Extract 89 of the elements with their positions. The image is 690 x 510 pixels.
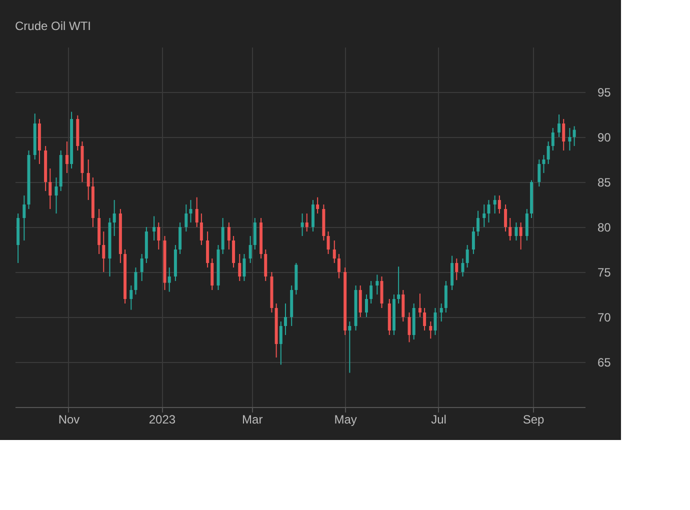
y-tick-label: 75 — [598, 266, 612, 280]
candlestick — [300, 213, 304, 236]
candlestick — [408, 312, 411, 343]
candlestick — [558, 114, 561, 138]
candlestick — [102, 231, 106, 272]
candlestick — [284, 303, 287, 336]
candlestick — [542, 154, 546, 174]
candlestick — [332, 240, 336, 264]
candlestick — [200, 213, 203, 246]
candlestick — [493, 195, 496, 214]
candlestick — [134, 267, 138, 295]
candlestick — [242, 254, 246, 282]
candlestick — [157, 222, 160, 250]
y-tick-label: 65 — [598, 356, 612, 370]
candlestick — [358, 285, 362, 318]
candlestick — [519, 222, 522, 250]
candlestick — [221, 218, 224, 254]
candlestick — [210, 258, 214, 290]
candlestick — [455, 258, 458, 281]
candlestick — [326, 231, 330, 254]
candlestick — [248, 236, 252, 264]
candlestick — [568, 128, 572, 151]
y-tick-label: 95 — [598, 86, 612, 100]
candlestick — [440, 303, 443, 322]
candlestick — [54, 177, 58, 214]
candlestick — [504, 204, 508, 232]
candlestick — [472, 226, 475, 254]
y-tick-label: 80 — [598, 220, 612, 234]
candlestick — [130, 285, 133, 310]
candlestick — [232, 236, 236, 268]
x-tick-label: Sep — [522, 412, 545, 426]
candlestick — [22, 195, 26, 241]
candlestick — [238, 254, 242, 282]
candlestick — [498, 195, 501, 214]
candlestick — [178, 222, 182, 254]
candlestick — [337, 254, 340, 279]
candlestick — [562, 118, 566, 151]
candlestick — [551, 128, 554, 151]
candlestick — [65, 141, 68, 174]
candlestick — [168, 267, 171, 292]
candlestick — [112, 200, 116, 236]
x-tick-label: Mar — [242, 412, 263, 426]
x-tick-label: Nov — [58, 412, 80, 426]
candlestick — [152, 216, 156, 241]
candlestick — [253, 218, 256, 250]
candlestick — [397, 266, 400, 304]
candlestick — [376, 274, 379, 295]
candlestick — [444, 280, 448, 313]
candlestick — [476, 210, 480, 236]
candlestick — [86, 159, 90, 200]
x-tick-label: Jul — [431, 412, 446, 426]
candlestick — [264, 249, 268, 282]
chart-title: Crude Oil WTI — [15, 19, 92, 33]
candlestick — [429, 321, 432, 340]
candlestick — [418, 293, 422, 318]
candlestick — [227, 222, 230, 250]
candlestick — [348, 321, 352, 374]
candlestick — [195, 196, 198, 228]
candlestick — [184, 204, 188, 232]
candlestick — [466, 244, 469, 268]
candlestick — [450, 255, 454, 290]
candlestick — [380, 276, 384, 308]
candlestick — [364, 294, 368, 318]
y-tick-label: 70 — [598, 310, 612, 324]
candlestick — [508, 218, 512, 241]
y-tick-label: 90 — [598, 130, 612, 144]
candlestick — [279, 321, 282, 366]
x-tick-label: May — [334, 412, 357, 426]
candlestick — [140, 254, 144, 282]
candlestick — [482, 204, 486, 228]
candlestick — [316, 196, 320, 214]
candlestick — [461, 258, 464, 277]
candlestick — [370, 280, 373, 304]
candlestick — [546, 141, 550, 164]
candlestick — [487, 200, 490, 223]
candlestick — [572, 126, 576, 146]
candlestick — [48, 168, 52, 210]
candlestick — [311, 200, 314, 232]
candlestick — [525, 208, 528, 241]
x-tick-label: 2023 — [148, 412, 176, 426]
candlestick — [189, 200, 192, 223]
y-tick-label: 85 — [598, 176, 612, 190]
candlestick — [538, 159, 541, 187]
candlestick — [423, 308, 426, 331]
candlestick — [514, 222, 518, 241]
candlestick — [305, 213, 308, 232]
candlestick — [206, 231, 210, 268]
candlestick — [434, 308, 437, 336]
candlestick — [402, 290, 405, 322]
